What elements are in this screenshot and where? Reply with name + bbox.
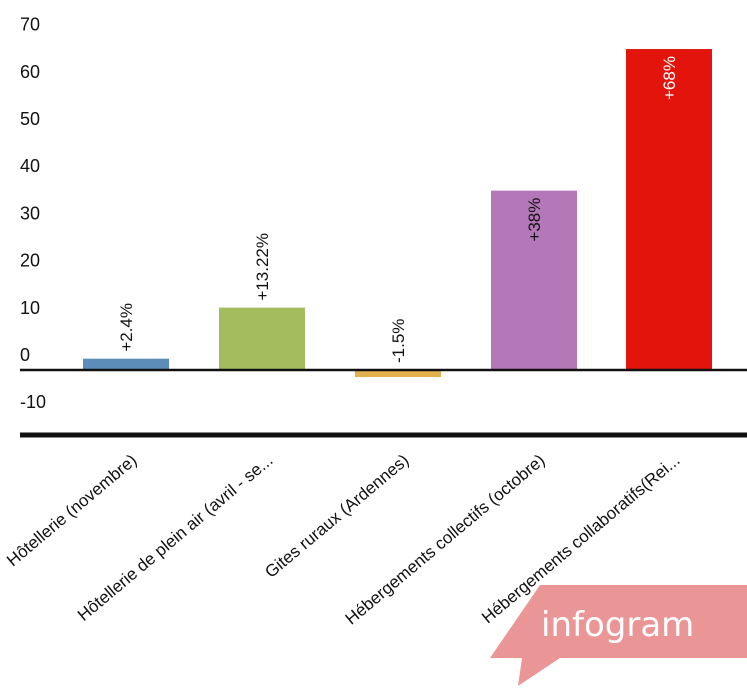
y-tick-label: 30: [20, 203, 40, 223]
y-tick-label: 20: [20, 251, 40, 271]
data-label: +2.4%: [117, 303, 136, 352]
y-tick-label: 70: [20, 15, 40, 35]
bar: [491, 190, 577, 370]
x-tick-label: Gites ruraux (Ardennes): [261, 451, 412, 582]
data-label: +68%: [660, 56, 679, 100]
bar: [83, 358, 169, 370]
y-tick-label: 0: [20, 345, 30, 365]
bar: [219, 307, 305, 370]
x-tick-label: Hôtellerie (novembre): [3, 451, 140, 571]
data-label: -1.5%: [389, 319, 408, 363]
bars: [83, 49, 712, 378]
y-tick-label: 60: [20, 62, 40, 82]
y-tick-label: -10: [20, 392, 46, 412]
infogram-watermark[interactable]: infogram: [490, 585, 747, 686]
data-label: +13.22%: [253, 233, 272, 301]
y-tick-label: 10: [20, 298, 40, 318]
bar: [355, 370, 441, 378]
y-tick-label: 50: [20, 109, 40, 129]
infogram-badge: [490, 585, 747, 686]
y-tick-label: 40: [20, 156, 40, 176]
data-label: +38%: [525, 198, 544, 242]
y-axis-ticks: 70 60 50 40 30 20 10 0 -10: [20, 15, 46, 413]
data-labels: +2.4% +13.22% -1.5% +38% +68%: [117, 56, 679, 363]
bar: [626, 49, 712, 370]
infogram-logo-text: infogram: [541, 605, 694, 645]
